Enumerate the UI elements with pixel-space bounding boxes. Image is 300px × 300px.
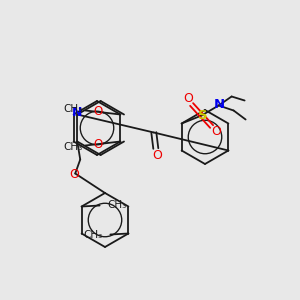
Text: O: O bbox=[69, 168, 79, 181]
Text: CH₃: CH₃ bbox=[83, 230, 102, 239]
Text: O: O bbox=[152, 149, 162, 162]
Text: CH₃: CH₃ bbox=[63, 142, 83, 152]
Text: N: N bbox=[214, 98, 225, 111]
Text: CH₃: CH₃ bbox=[108, 200, 127, 211]
Text: O: O bbox=[94, 138, 103, 151]
Text: O: O bbox=[184, 92, 194, 105]
Text: O: O bbox=[94, 105, 103, 118]
Text: O: O bbox=[212, 125, 222, 138]
Text: S: S bbox=[198, 109, 207, 122]
Text: N: N bbox=[72, 106, 83, 119]
Text: CH₃: CH₃ bbox=[63, 104, 83, 115]
